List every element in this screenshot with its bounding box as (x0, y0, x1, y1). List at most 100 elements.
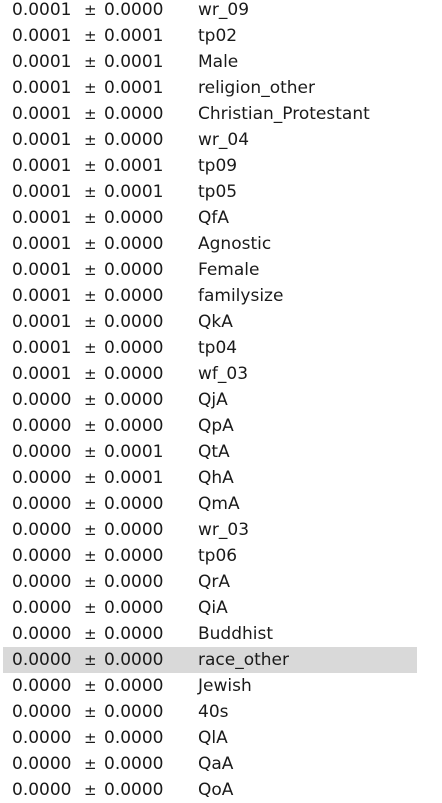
table-row[interactable]: 0.0001 ± 0.0000 tp04 (0, 335, 442, 361)
table-row[interactable]: 0.0001 ± 0.0001 tp09 (0, 153, 442, 179)
plus-minus-symbol: ± (84, 365, 97, 383)
weight-value: 0.0001 (12, 234, 72, 254)
std-value: 0.0000 (104, 312, 164, 332)
table-row[interactable]: 0.0001 ± 0.0000 Agnostic (0, 231, 442, 257)
table-row[interactable]: 0.0000 ± 0.0000 race_other (3, 647, 417, 673)
feature-name: wr_03 (198, 520, 250, 540)
table-row[interactable]: 0.0000 ± 0.0000 QoA (0, 777, 442, 803)
table-row[interactable]: 0.0001 ± 0.0001 tp05 (0, 179, 442, 205)
table-row[interactable]: 0.0000 ± 0.0000 QlA (0, 725, 442, 751)
table-row[interactable]: 0.0000 ± 0.0000 Buddhist (0, 621, 442, 647)
std-value: 0.0000 (104, 208, 164, 228)
table-row[interactable]: 0.0001 ± 0.0001 tp02 (0, 23, 442, 49)
weight-value: 0.0001 (12, 338, 72, 358)
std-value: 0.0000 (104, 702, 164, 722)
table-row[interactable]: 0.0000 ± 0.0000 QiA (0, 595, 442, 621)
table-row[interactable]: 0.0000 ± 0.0000 wr_03 (0, 517, 442, 543)
feature-name: wr_04 (198, 130, 250, 150)
weight-value: 0.0001 (12, 260, 72, 280)
std-value: 0.0000 (104, 260, 164, 280)
feature-name: QjA (198, 390, 228, 410)
std-value: 0.0000 (104, 234, 164, 254)
feature-name: QlA (198, 728, 228, 748)
table-row[interactable]: 0.0001 ± 0.0000 wr_09 (0, 0, 442, 23)
plus-minus-symbol: ± (84, 105, 97, 123)
table-row[interactable]: 0.0001 ± 0.0000 wr_04 (0, 127, 442, 153)
table-row[interactable]: 0.0000 ± 0.0000 QrA (0, 569, 442, 595)
std-value: 0.0001 (104, 442, 164, 462)
feature-name: 40s (198, 702, 229, 722)
std-value: 0.0000 (104, 494, 164, 514)
table-row[interactable]: 0.0000 ± 0.0000 tp06 (0, 543, 442, 569)
std-value: 0.0000 (104, 104, 164, 124)
plus-minus-symbol: ± (84, 391, 97, 409)
table-row[interactable]: 0.0000 ± 0.0000 QjA (0, 387, 442, 413)
std-value: 0.0000 (104, 676, 164, 696)
table-row[interactable]: 0.0001 ± 0.0000 Christian_Protestant (0, 101, 442, 127)
feature-name: religion_other (198, 78, 315, 98)
feature-name: Christian_Protestant (198, 104, 370, 124)
std-value: 0.0000 (104, 130, 164, 150)
table-row[interactable]: 0.0000 ± 0.0000 Jewish (0, 673, 442, 699)
std-value: 0.0000 (104, 546, 164, 566)
weight-value: 0.0001 (12, 26, 72, 46)
weight-value: 0.0000 (12, 624, 72, 644)
plus-minus-symbol: ± (84, 495, 97, 513)
std-value: 0.0001 (104, 468, 164, 488)
weight-value: 0.0000 (12, 442, 72, 462)
plus-minus-symbol: ± (84, 183, 97, 201)
plus-minus-symbol: ± (84, 313, 97, 331)
table-row[interactable]: 0.0001 ± 0.0001 religion_other (0, 75, 442, 101)
weight-value: 0.0000 (12, 728, 72, 748)
weight-value: 0.0001 (12, 52, 72, 72)
plus-minus-symbol: ± (84, 755, 97, 773)
feature-name: tp04 (198, 338, 238, 358)
table-row[interactable]: 0.0001 ± 0.0000 Female (0, 257, 442, 283)
table-row[interactable]: 0.0000 ± 0.0001 QhA (0, 465, 442, 491)
plus-minus-symbol: ± (84, 625, 97, 643)
table-row[interactable]: 0.0000 ± 0.0000 QaA (0, 751, 442, 777)
std-value: 0.0000 (104, 598, 164, 618)
std-value: 0.0001 (104, 156, 164, 176)
feature-name: tp05 (198, 182, 238, 202)
table-row[interactable]: 0.0001 ± 0.0000 QkA (0, 309, 442, 335)
std-value: 0.0000 (104, 624, 164, 644)
table-row[interactable]: 0.0000 ± 0.0000 QmA (0, 491, 442, 517)
feature-name: Buddhist (198, 624, 274, 644)
plus-minus-symbol: ± (84, 729, 97, 747)
feature-name: Agnostic (198, 234, 272, 254)
plus-minus-symbol: ± (84, 417, 97, 435)
table-row[interactable]: 0.0001 ± 0.0000 familysize (0, 283, 442, 309)
plus-minus-symbol: ± (84, 521, 97, 539)
table-row[interactable]: 0.0001 ± 0.0000 wf_03 (0, 361, 442, 387)
table-row[interactable]: 0.0001 ± 0.0001 Male (0, 49, 442, 75)
plus-minus-symbol: ± (84, 209, 97, 227)
plus-minus-symbol: ± (84, 599, 97, 617)
table-row[interactable]: 0.0000 ± 0.0001 QtA (0, 439, 442, 465)
feature-name: QoA (198, 780, 234, 800)
std-value: 0.0000 (104, 754, 164, 774)
std-value: 0.0000 (104, 780, 164, 800)
weight-value: 0.0001 (12, 286, 72, 306)
std-value: 0.0000 (104, 416, 164, 436)
feature-name: tp02 (198, 26, 238, 46)
weight-value: 0.0000 (12, 572, 72, 592)
std-value: 0.0001 (104, 26, 164, 46)
weight-value: 0.0001 (12, 0, 72, 20)
std-value: 0.0000 (104, 728, 164, 748)
weight-value: 0.0000 (12, 468, 72, 488)
plus-minus-symbol: ± (84, 547, 97, 565)
table-row[interactable]: 0.0001 ± 0.0000 QfA (0, 205, 442, 231)
plus-minus-symbol: ± (84, 261, 97, 279)
feature-name: QaA (198, 754, 234, 774)
plus-minus-symbol: ± (84, 703, 97, 721)
std-value: 0.0000 (104, 286, 164, 306)
feature-name: wr_09 (198, 0, 250, 20)
table-row[interactable]: 0.0000 ± 0.0000 40s (0, 699, 442, 725)
table-row[interactable]: 0.0000 ± 0.0000 QpA (0, 413, 442, 439)
std-value: 0.0000 (104, 520, 164, 540)
feature-name: tp06 (198, 546, 238, 566)
weight-value: 0.0000 (12, 754, 72, 774)
feature-name: Male (198, 52, 239, 72)
std-value: 0.0000 (104, 390, 164, 410)
